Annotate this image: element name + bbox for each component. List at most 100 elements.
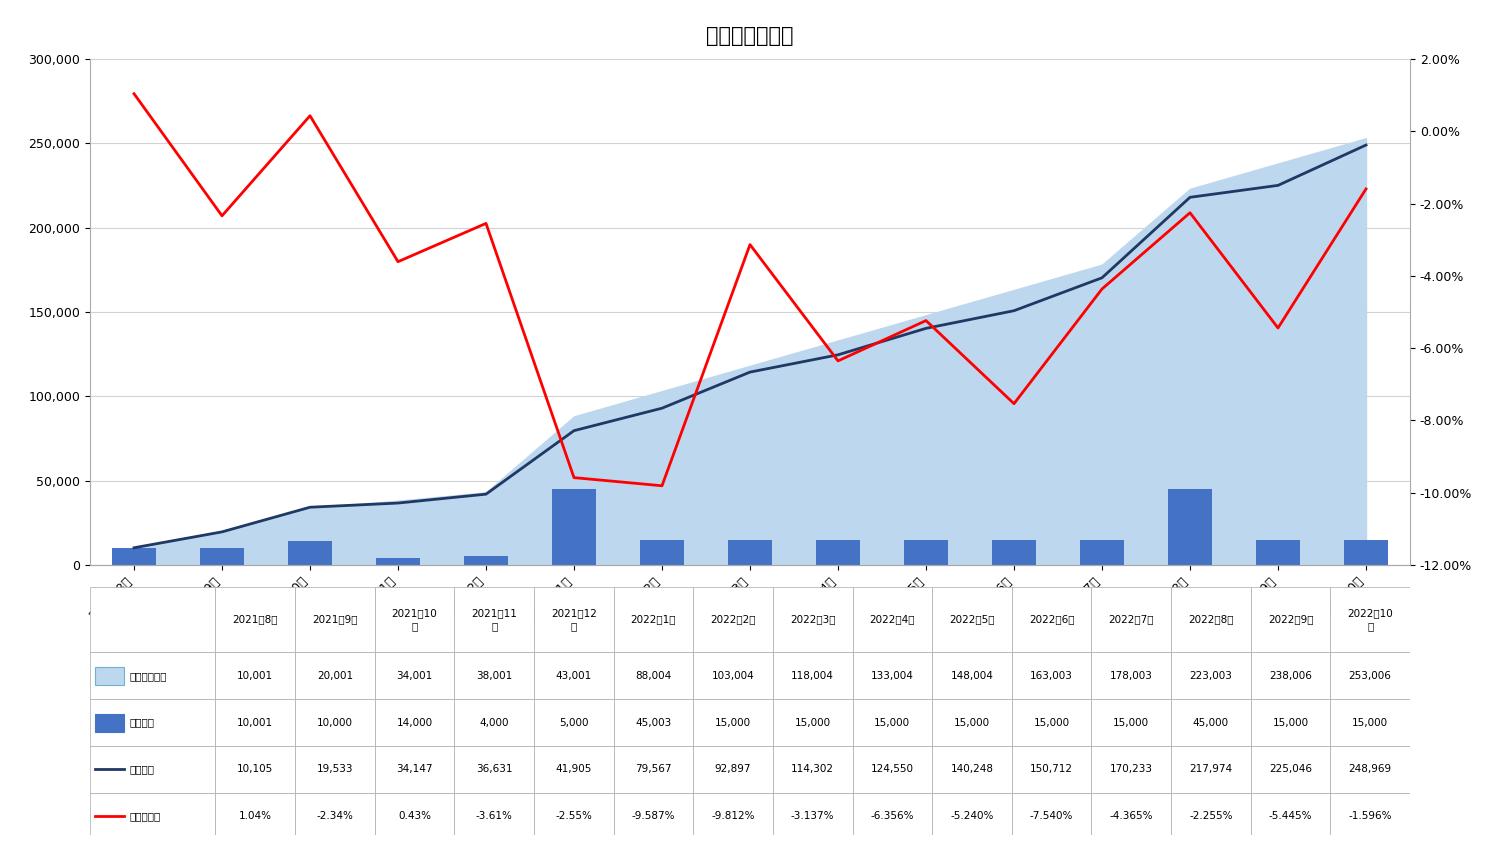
Bar bbox=[772, 652, 852, 700]
Text: -5.445%: -5.445% bbox=[1269, 811, 1312, 821]
Text: 15,000: 15,000 bbox=[1034, 717, 1070, 728]
Text: 45,000: 45,000 bbox=[1192, 717, 1228, 728]
Bar bbox=[296, 700, 375, 746]
Bar bbox=[816, 540, 860, 565]
Text: 15,000: 15,000 bbox=[1352, 717, 1388, 728]
Bar bbox=[1013, 587, 1092, 652]
Bar bbox=[90, 700, 216, 746]
Text: 15,000: 15,000 bbox=[1113, 717, 1149, 728]
Text: 114,302: 114,302 bbox=[790, 765, 834, 775]
Bar bbox=[614, 700, 693, 746]
Bar bbox=[1256, 540, 1300, 565]
Text: 2022年5月: 2022年5月 bbox=[950, 615, 994, 625]
Text: 5,000: 5,000 bbox=[560, 717, 588, 728]
Bar bbox=[1330, 792, 1410, 840]
Text: 19,533: 19,533 bbox=[316, 765, 352, 775]
Bar bbox=[112, 548, 156, 565]
Bar bbox=[1330, 652, 1410, 700]
Title: ひふみ合計推移: ひふみ合計推移 bbox=[706, 26, 794, 46]
Text: 79,567: 79,567 bbox=[634, 765, 672, 775]
Bar bbox=[534, 746, 614, 792]
Bar bbox=[90, 792, 216, 840]
Bar bbox=[216, 746, 296, 792]
Bar bbox=[464, 556, 509, 565]
Bar bbox=[728, 540, 772, 565]
Bar bbox=[96, 667, 124, 685]
Text: 10,000: 10,000 bbox=[316, 717, 352, 728]
Bar bbox=[1013, 652, 1092, 700]
Bar bbox=[296, 792, 375, 840]
Text: -5.240%: -5.240% bbox=[951, 811, 993, 821]
Bar bbox=[1080, 540, 1124, 565]
Bar bbox=[772, 746, 852, 792]
Text: 15,000: 15,000 bbox=[1272, 717, 1308, 728]
Text: 2022年3月: 2022年3月 bbox=[790, 615, 836, 625]
Text: 2021年11
月: 2021年11 月 bbox=[471, 609, 518, 631]
Bar bbox=[1092, 792, 1172, 840]
Bar bbox=[1251, 587, 1330, 652]
Bar bbox=[454, 587, 534, 652]
Bar bbox=[375, 652, 454, 700]
Text: 34,001: 34,001 bbox=[396, 671, 432, 681]
Bar bbox=[693, 700, 772, 746]
Bar bbox=[1168, 489, 1212, 565]
Text: 15,000: 15,000 bbox=[716, 717, 752, 728]
Text: 受渡金額: 受渡金額 bbox=[129, 717, 154, 728]
Bar bbox=[96, 714, 124, 732]
Bar bbox=[1172, 746, 1251, 792]
Bar bbox=[992, 540, 1036, 565]
Bar bbox=[1330, 746, 1410, 792]
Bar bbox=[1092, 587, 1172, 652]
Text: 2021年12
月: 2021年12 月 bbox=[550, 609, 597, 631]
Bar bbox=[534, 587, 614, 652]
Bar bbox=[932, 792, 1013, 840]
Text: 15,000: 15,000 bbox=[874, 717, 910, 728]
Bar bbox=[852, 700, 932, 746]
Bar bbox=[614, 746, 693, 792]
Text: 2022年8月: 2022年8月 bbox=[1188, 615, 1233, 625]
Bar bbox=[1251, 746, 1330, 792]
Text: 140,248: 140,248 bbox=[951, 765, 993, 775]
Text: 217,974: 217,974 bbox=[1190, 765, 1233, 775]
Bar bbox=[296, 587, 375, 652]
Bar bbox=[932, 700, 1013, 746]
Text: 10,001: 10,001 bbox=[237, 671, 273, 681]
Bar bbox=[216, 652, 296, 700]
Text: 10,001: 10,001 bbox=[237, 717, 273, 728]
Text: 38,001: 38,001 bbox=[476, 671, 513, 681]
Text: 148,004: 148,004 bbox=[951, 671, 993, 681]
Text: 223,003: 223,003 bbox=[1190, 671, 1233, 681]
Text: -2.34%: -2.34% bbox=[316, 811, 354, 821]
Bar bbox=[1172, 700, 1251, 746]
Bar bbox=[1172, 652, 1251, 700]
Bar bbox=[200, 548, 244, 565]
Bar bbox=[375, 792, 454, 840]
Text: 170,233: 170,233 bbox=[1110, 765, 1154, 775]
Text: 163,003: 163,003 bbox=[1030, 671, 1072, 681]
Bar bbox=[454, 746, 534, 792]
Text: -2.255%: -2.255% bbox=[1190, 811, 1233, 821]
Text: 14,000: 14,000 bbox=[396, 717, 432, 728]
Text: 248,969: 248,969 bbox=[1348, 765, 1392, 775]
Text: 45,003: 45,003 bbox=[636, 717, 672, 728]
Text: -4.365%: -4.365% bbox=[1110, 811, 1154, 821]
Bar bbox=[772, 587, 852, 652]
Text: 43,001: 43,001 bbox=[555, 671, 592, 681]
Bar bbox=[1172, 587, 1251, 652]
Bar bbox=[693, 792, 772, 840]
Bar bbox=[1092, 700, 1172, 746]
Text: 0.43%: 0.43% bbox=[398, 811, 430, 821]
Text: 2022年4月: 2022年4月 bbox=[870, 615, 915, 625]
Text: 2022年6月: 2022年6月 bbox=[1029, 615, 1074, 625]
Bar bbox=[772, 792, 852, 840]
Bar bbox=[1251, 700, 1330, 746]
Bar bbox=[693, 652, 772, 700]
Bar bbox=[534, 700, 614, 746]
Bar bbox=[1344, 540, 1388, 565]
Text: 41,905: 41,905 bbox=[555, 765, 592, 775]
Bar bbox=[288, 541, 332, 565]
Text: -6.356%: -6.356% bbox=[870, 811, 913, 821]
Text: 2022年1月: 2022年1月 bbox=[630, 615, 676, 625]
Bar bbox=[904, 540, 948, 565]
Bar bbox=[1251, 792, 1330, 840]
